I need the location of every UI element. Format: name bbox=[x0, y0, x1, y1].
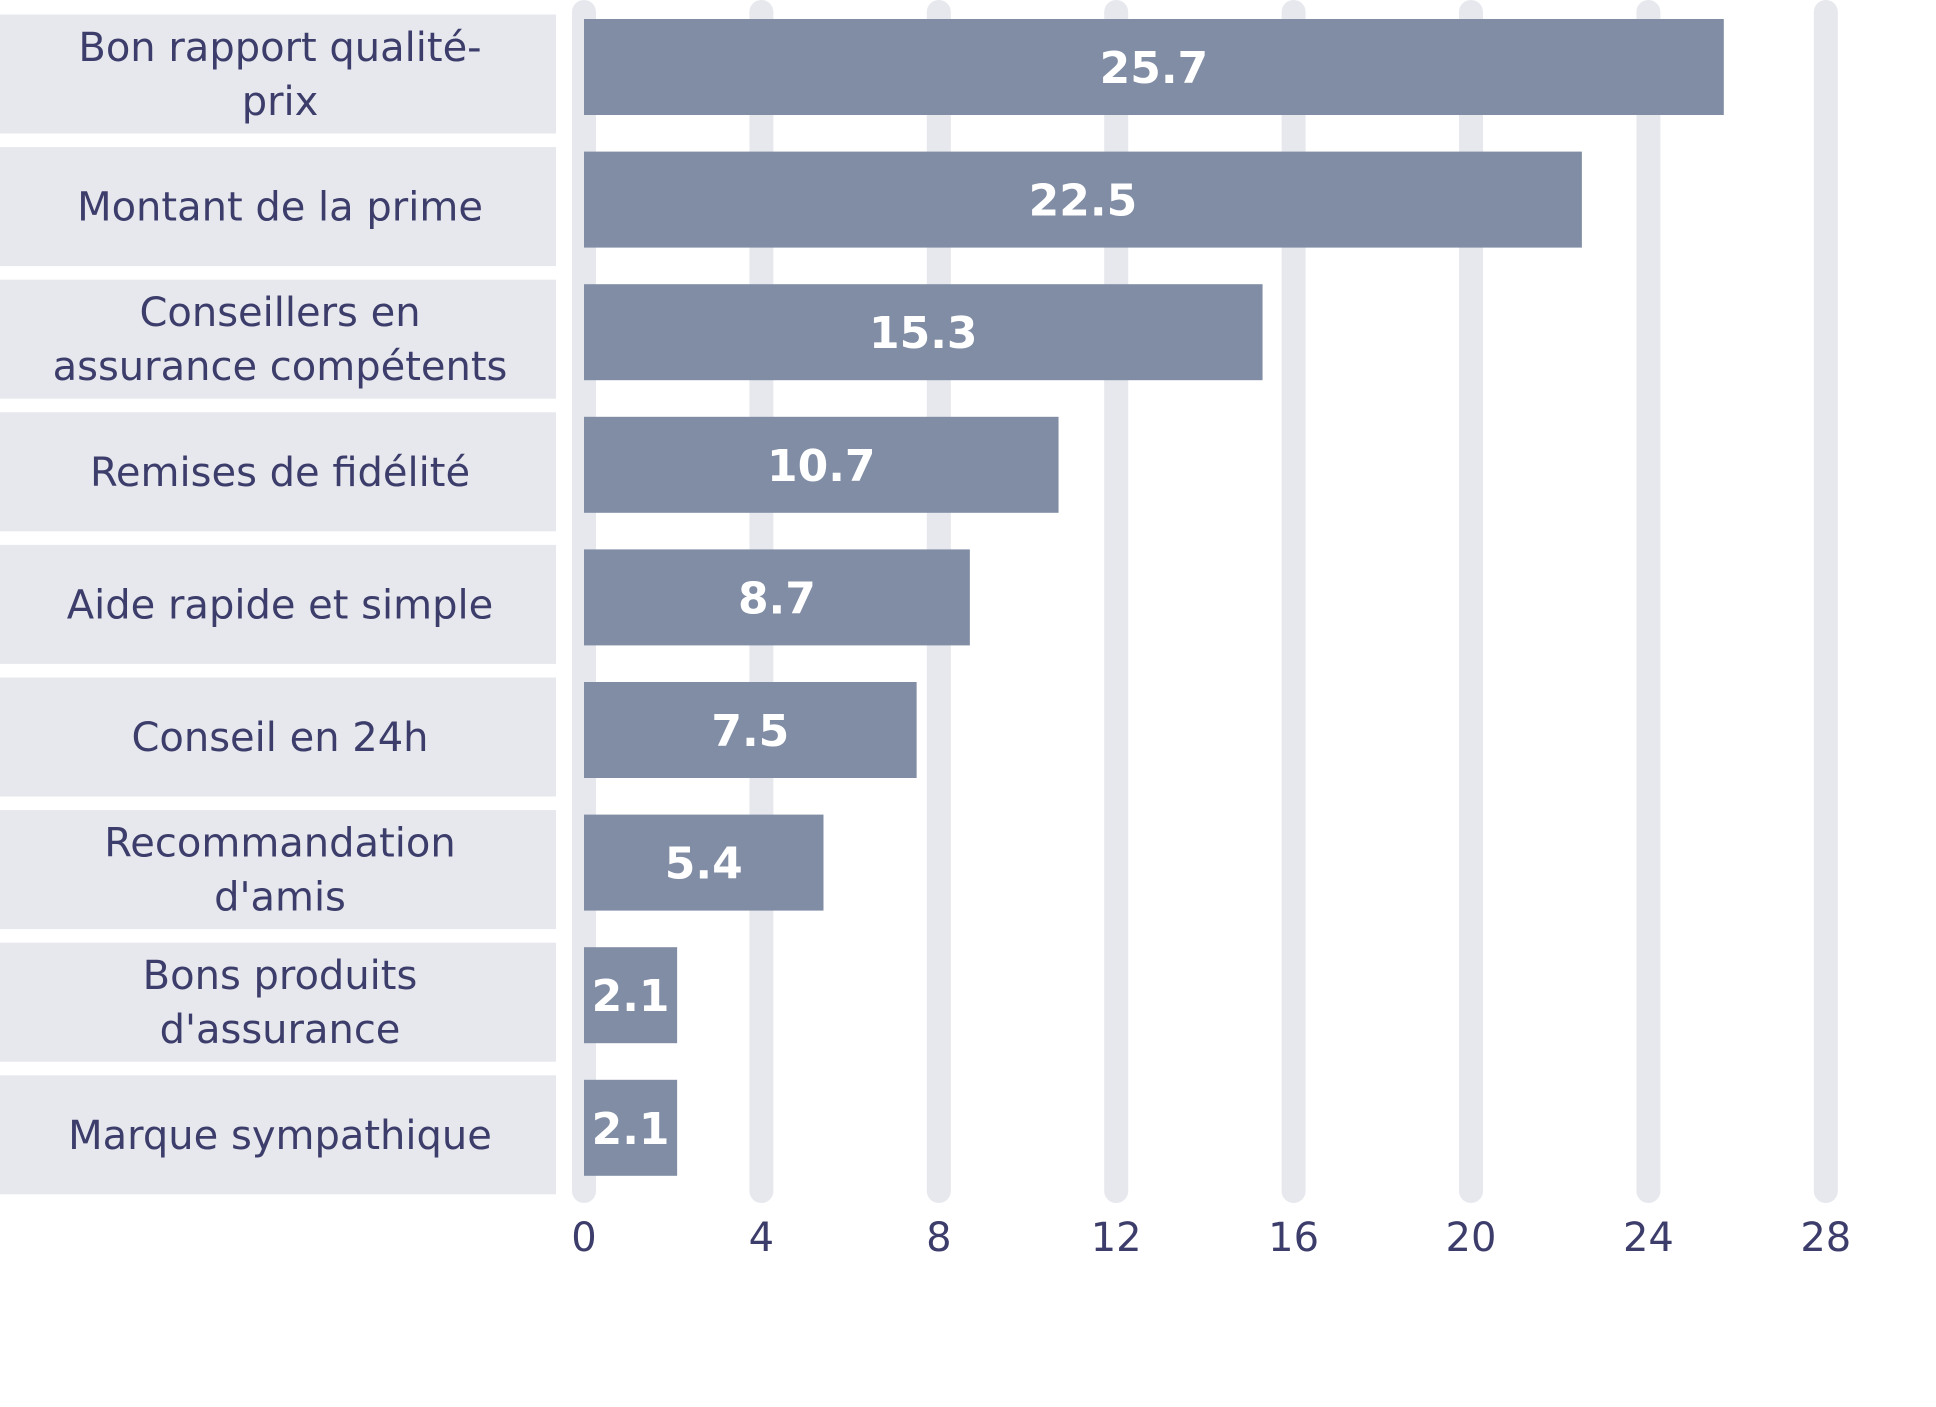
category-label: Montant de la prime bbox=[77, 185, 483, 231]
category-label-box bbox=[0, 810, 556, 930]
bar bbox=[584, 19, 1724, 115]
grid-line-16 bbox=[1281, 0, 1306, 1203]
category-label-line: Remises de fidélité bbox=[90, 450, 470, 496]
category-label-box bbox=[0, 1075, 556, 1195]
bar bbox=[584, 151, 1582, 248]
data-label: 2.1 bbox=[592, 1104, 670, 1155]
category-label: Conseillers en assurance compétents bbox=[53, 290, 508, 390]
category-label-box bbox=[0, 412, 556, 532]
x-tick-label: 8 bbox=[926, 1215, 951, 1261]
category-label-line: Bons produits bbox=[143, 953, 418, 999]
category-label-box bbox=[0, 14, 556, 134]
bar bbox=[584, 814, 824, 911]
category-label: Recommandation d'amis bbox=[104, 821, 455, 921]
data-label: 22.5 bbox=[1029, 176, 1138, 227]
category-label-box bbox=[0, 942, 556, 1062]
category-label: Bons produits d'assurance bbox=[143, 953, 418, 1053]
category-label-boxes bbox=[0, 14, 556, 1195]
category-label: Bon rapport qualité-prix bbox=[78, 25, 481, 125]
x-tick-label: 4 bbox=[749, 1215, 774, 1261]
category-label: Marque sympathique bbox=[68, 1113, 492, 1159]
category-label-box bbox=[0, 279, 556, 399]
category-label: Conseil en 24h bbox=[131, 715, 428, 761]
category-label-box bbox=[0, 677, 556, 797]
x-tick-label: 12 bbox=[1091, 1215, 1142, 1261]
category-label-box bbox=[0, 147, 556, 267]
category-label-line: Recommandation bbox=[104, 821, 455, 867]
category-label-line: assurance compétents bbox=[53, 344, 508, 390]
grid-line-24 bbox=[1636, 0, 1661, 1203]
data-label: 8.7 bbox=[738, 573, 816, 624]
bar bbox=[584, 416, 1059, 513]
bars bbox=[584, 19, 1724, 1176]
category-label-line: d'amis bbox=[214, 875, 346, 921]
bar bbox=[584, 947, 678, 1044]
category-label-line: Montant de la prime bbox=[77, 185, 483, 231]
category-label-line: prix bbox=[242, 79, 319, 125]
bar bbox=[584, 284, 1263, 381]
category-label-line: Aide rapide et simple bbox=[67, 582, 493, 628]
x-tick-label: 20 bbox=[1446, 1215, 1497, 1261]
bar bbox=[584, 549, 970, 646]
x-tick-label: 16 bbox=[1268, 1215, 1319, 1261]
bar bbox=[584, 682, 917, 778]
data-label: 5.4 bbox=[665, 839, 743, 890]
category-label-line: d'assurance bbox=[160, 1007, 401, 1053]
grid-line-28 bbox=[1813, 0, 1838, 1203]
category-label: Remises de fidélité bbox=[90, 450, 470, 496]
grid-line-20 bbox=[1459, 0, 1483, 1203]
x-tick-label: 28 bbox=[1800, 1215, 1851, 1261]
category-label-line: Conseillers en bbox=[139, 290, 420, 336]
data-label: 7.5 bbox=[711, 706, 789, 757]
x-tick-label: 24 bbox=[1623, 1215, 1674, 1261]
category-label-line: Marque sympathique bbox=[68, 1113, 492, 1159]
category-label-box bbox=[0, 544, 556, 664]
data-label: 15.3 bbox=[869, 308, 978, 359]
data-label: 2.1 bbox=[592, 971, 670, 1022]
category-label-line: Conseil en 24h bbox=[131, 715, 428, 761]
data-label: 25.7 bbox=[1100, 43, 1209, 94]
category-label-line: Bon rapport qualité- bbox=[78, 25, 481, 71]
bar bbox=[584, 1079, 678, 1176]
data-label: 10.7 bbox=[767, 441, 876, 492]
x-tick-label: 0 bbox=[571, 1215, 596, 1261]
category-label: Aide rapide et simple bbox=[67, 582, 493, 628]
labels: 0 4 8 12 16 20 24 28 Bon rapport qualité-prix 25.… bbox=[53, 25, 1852, 1261]
